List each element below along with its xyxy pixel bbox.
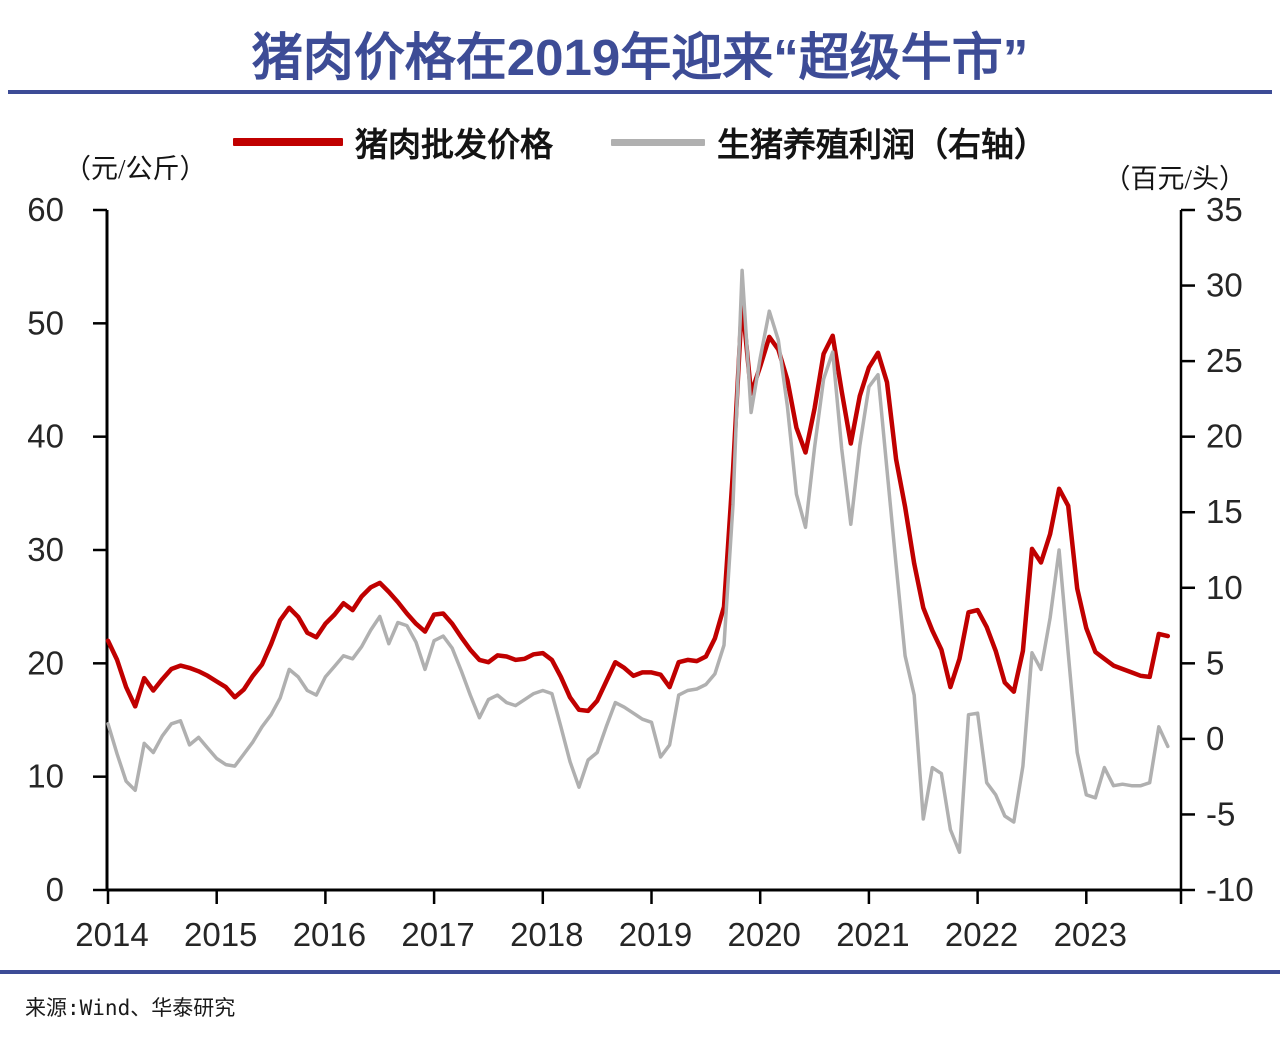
left-axis-tick-label: 40: [27, 418, 64, 455]
x-axis-tick-label: 2018: [510, 916, 583, 953]
left-axis-tick-label: 0: [46, 871, 64, 908]
right-axis-tick-label: 20: [1206, 418, 1243, 455]
x-axis-tick-label: 2014: [75, 916, 148, 953]
x-axis-tick-label: 2021: [836, 916, 909, 953]
right-axis-tick-label: 30: [1206, 267, 1243, 304]
legend: 猪肉批发价格 生猪养殖利润（右轴）: [0, 118, 1280, 166]
legend-label-pork-price: 猪肉批发价格: [355, 128, 553, 164]
left-axis-tick-label: 60: [27, 191, 64, 228]
left-axis-tick-label: 20: [27, 644, 64, 681]
left-axis-unit: （元/公斤）: [64, 154, 207, 184]
legend-swatch-hog-profit: [611, 138, 705, 146]
x-axis-tick-label: 2023: [1054, 916, 1127, 953]
right-axis-tick-label: -10: [1206, 871, 1254, 908]
right-axis-tick-label: 5: [1206, 644, 1224, 681]
left-axis-tick-label: 10: [27, 758, 64, 795]
series-hog-farming-profit: [106, 268, 1170, 854]
chart-title: 猪肉价格在2019年迎来“超级牛市”: [251, 29, 1029, 86]
right-axis-tick-label: 15: [1206, 493, 1243, 530]
left-axis-tick-label: 30: [27, 531, 64, 568]
x-axis-tick-label: 2016: [293, 916, 366, 953]
x-axis-tick-label: 2022: [945, 916, 1018, 953]
right-axis-tick-label: 0: [1206, 720, 1224, 757]
right-axis-tick-label: 25: [1206, 342, 1243, 379]
right-axis-unit: （百元/头）: [1103, 164, 1246, 194]
right-axis-tick-label: 10: [1206, 569, 1243, 606]
left-axis-tick-label: 50: [27, 304, 64, 341]
footer-divider: [0, 970, 1280, 974]
title-divider: [8, 90, 1272, 94]
series-pork-wholesale-price: [105, 298, 1171, 714]
legend-swatch-pork-price: [233, 138, 343, 146]
source-note: 来源:Wind、华泰研究: [25, 996, 236, 1020]
x-axis-tick-label: 2019: [619, 916, 692, 953]
legend-label-hog-profit: 生猪养殖利润（右轴）: [717, 128, 1047, 164]
x-axis-tick-label: 2015: [184, 916, 257, 953]
x-axis-tick-label: 2017: [401, 916, 474, 953]
right-axis-tick-label: 35: [1206, 191, 1243, 228]
right-axis-tick-label: -5: [1206, 795, 1235, 832]
x-axis-tick-label: 2020: [727, 916, 800, 953]
